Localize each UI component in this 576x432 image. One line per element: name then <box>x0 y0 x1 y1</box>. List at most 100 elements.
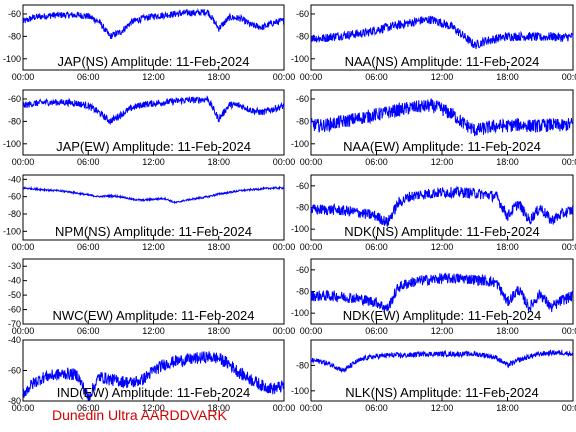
amplitude-series-line <box>310 97 574 137</box>
y-tick-label: -60 <box>296 9 309 19</box>
x-tick-label: 18:00 <box>496 72 519 82</box>
x-tick-label: 12:00 <box>142 326 165 336</box>
amplitude-series-line <box>22 7 285 39</box>
chart-panel-3: -60 -80 -100 00:00 06:00 12:00 18:00 00:00 JAP(E… <box>3 89 296 167</box>
chart-panel-2: -60 -80 -100 00:00 06:00 12:00 18:00 00:00 NAA(N… <box>291 4 576 82</box>
y-tick-label: -40 <box>8 276 21 286</box>
x-tick-label: 12:00 <box>142 242 165 252</box>
x-tick-label: 06:00 <box>77 403 100 413</box>
amplitude-series-line <box>310 185 574 228</box>
y-tick-label: -100 <box>3 226 21 236</box>
y-tick-label: -100 <box>3 139 21 149</box>
amplitude-series-line <box>22 95 285 126</box>
x-tick-label: 00:00 <box>12 326 35 336</box>
plot-frame <box>22 258 285 325</box>
y-tick-label: -60 <box>296 94 309 104</box>
y-tick-label: -100 <box>291 308 309 318</box>
x-tick-label: 18:00 <box>207 403 230 413</box>
y-tick-label: -40 <box>8 335 21 345</box>
y-tick-label: -80 <box>296 203 309 213</box>
y-tick-label: -100 <box>291 386 309 396</box>
credit-label: Dunedin Ultra AARDDVARK <box>52 407 227 423</box>
y-tick-label: -100 <box>291 139 309 149</box>
x-tick-label: 00:00 <box>12 242 35 252</box>
x-tick-label: 12:00 <box>142 157 165 167</box>
chart-title: IND(EW) Amplitude: 11-Feb-2024 <box>57 385 250 400</box>
x-tick-label: 00:00 <box>12 403 35 413</box>
x-tick-label: 00:00 <box>300 403 323 413</box>
chart-panel-6: -60 -80 -100 00:00 06:00 12:00 18:00 00:00 NDK(N… <box>291 174 576 252</box>
x-tick-label: 00:00 <box>562 157 576 167</box>
x-tick-label: 06:00 <box>77 157 100 167</box>
chart-title: NLK(NS) Amplitude: 11-Feb-2024 <box>345 385 538 400</box>
chart-panel-5: -40 -60 -80 -100 00:00 06:00 12:00 18:00 00:00 NP… <box>3 174 295 252</box>
y-tick-label: -70 <box>8 319 21 329</box>
chart-title: NAA(NS) Amplitude: 11-Feb-2024 <box>345 54 540 69</box>
x-tick-label: 18:00 <box>207 157 230 167</box>
x-tick-label: 00:00 <box>562 72 576 82</box>
x-tick-label: 06:00 <box>365 157 388 167</box>
x-tick-label: 00:00 <box>273 326 296 336</box>
amplitude-series-line <box>22 185 285 205</box>
x-tick-label: 18:00 <box>496 403 519 413</box>
x-tick-label: 18:00 <box>207 72 230 82</box>
x-tick-label: 00:00 <box>273 72 296 82</box>
chart-panel-4: -60 -80 -100 00:00 06:00 12:00 18:00 00:00 NAA(E… <box>291 89 576 167</box>
x-tick-label: 06:00 <box>365 326 388 336</box>
y-tick-label: -100 <box>291 54 309 64</box>
y-tick-label: -80 <box>296 287 309 297</box>
chart-title: JAP(EW) Amplitude: 11-Feb-2024 <box>56 139 251 154</box>
plot-frame <box>310 258 574 325</box>
y-tick-label: -50 <box>8 290 21 300</box>
chart-panel-10: -80 -100 00:00 06:00 12:00 18:00 00:00 NLK(NS) … <box>291 339 576 413</box>
y-tick-label: -60 <box>8 94 21 104</box>
y-tick-label: -80 <box>296 116 309 126</box>
chart-title: NWC(EW) Amplitude: 11-Feb-2024 <box>52 308 254 323</box>
chart-title: NAA(EW) Amplitude: 11-Feb-2024 <box>343 139 541 154</box>
x-tick-label: 00:00 <box>273 157 296 167</box>
y-tick-label: -80 <box>296 360 309 370</box>
x-tick-label: 06:00 <box>77 242 100 252</box>
y-tick-label: -30 <box>8 261 21 271</box>
x-tick-label: 00:00 <box>562 403 576 413</box>
y-tick-label: -60 <box>8 305 21 315</box>
amplitude-series-line <box>310 348 574 374</box>
x-tick-label: 06:00 <box>365 242 388 252</box>
y-tick-label: -60 <box>296 181 309 191</box>
x-tick-label: 00:00 <box>300 72 323 82</box>
x-tick-label: 00:00 <box>12 157 35 167</box>
x-tick-label: 00:00 <box>12 72 35 82</box>
x-tick-label: 00:00 <box>273 242 296 252</box>
x-tick-label: 00:00 <box>300 242 323 252</box>
x-tick-label: 18:00 <box>496 157 519 167</box>
chart-title: NDK(NS) Amplitude: 11-Feb-2024 <box>344 224 540 239</box>
y-tick-label: -80 <box>8 396 21 406</box>
chart-panel-1: -60 -80 -100 00:00 06:00 12:00 18:00 00:00 JAP(N… <box>3 4 296 82</box>
y-tick-label: -60 <box>8 366 21 376</box>
x-tick-label: 12:00 <box>431 72 454 82</box>
x-tick-label: 12:00 <box>431 326 454 336</box>
x-tick-label: 18:00 <box>207 242 230 252</box>
amplitude-series-line <box>310 15 574 50</box>
y-tick-label: -100 <box>3 54 21 64</box>
y-tick-label: -60 <box>296 265 309 275</box>
x-tick-label: 00:00 <box>273 403 296 413</box>
y-tick-label: -80 <box>296 31 309 41</box>
x-tick-label: 00:00 <box>562 242 576 252</box>
x-tick-label: 00:00 <box>300 326 323 336</box>
x-tick-label: 00:00 <box>300 157 323 167</box>
y-tick-label: -60 <box>8 9 21 19</box>
x-tick-label: 06:00 <box>365 403 388 413</box>
x-tick-label: 12:00 <box>142 403 165 413</box>
chart-title: NDK(EW) Amplitude: 11-Feb-2024 <box>343 308 541 323</box>
y-tick-label: -60 <box>8 192 21 202</box>
chart-panel-8: -60 -80 -100 00:00 06:00 12:00 18:00 00:00 NDK(E… <box>291 258 576 336</box>
chart-title: JAP(NS) Amplitude: 11-Feb-2024 <box>58 54 250 69</box>
y-tick-label: -80 <box>8 31 21 41</box>
y-tick-label: -80 <box>8 209 21 219</box>
y-tick-label: -80 <box>8 116 21 126</box>
plot-frame <box>22 174 285 241</box>
y-tick-label: -40 <box>8 174 21 184</box>
